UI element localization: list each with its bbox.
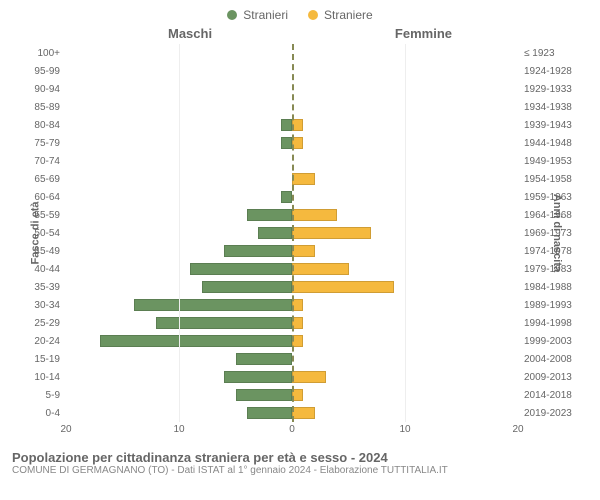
y-tick-birth: 1949-1953 [524, 152, 592, 170]
x-axis-left: 20100 [66, 422, 292, 444]
y-tick-birth: 1994-1998 [524, 314, 592, 332]
y-tick-age: 15-19 [8, 350, 66, 368]
x-axis: 20100 1020 [66, 422, 518, 444]
bar-female [292, 173, 315, 186]
plot-area: Fasce di età Anni di nascita 100+95-9990… [8, 44, 592, 422]
y-tick-birth: 1944-1948 [524, 134, 592, 152]
category-female: Femmine [395, 26, 452, 41]
y-tick-age: 75-79 [8, 134, 66, 152]
x-axis-right: 1020 [292, 422, 518, 444]
bar-male [190, 263, 292, 276]
y-tick-birth: 2004-2008 [524, 350, 592, 368]
y-axis-left-title: Fasce di età [29, 202, 41, 265]
y-tick-age: 95-99 [8, 62, 66, 80]
legend-swatch-female [308, 10, 318, 20]
bar-female [292, 371, 326, 384]
bars-female [292, 44, 518, 422]
bar-male [258, 227, 292, 240]
population-pyramid-chart: Stranieri Straniere Maschi Femmine Fasce… [0, 0, 600, 500]
bar-male [236, 353, 293, 366]
x-tick: 20 [512, 424, 523, 435]
y-tick-age: 30-34 [8, 296, 66, 314]
y-tick-age: 90-94 [8, 80, 66, 98]
y-tick-birth: 2014-2018 [524, 386, 592, 404]
legend-swatch-male [227, 10, 237, 20]
y-tick-birth: 2009-2013 [524, 368, 592, 386]
chart-body [66, 44, 518, 422]
y-tick-birth: 1934-1938 [524, 98, 592, 116]
y-tick-age: 20-24 [8, 332, 66, 350]
x-tick: 10 [399, 424, 410, 435]
gridline [405, 44, 406, 422]
y-tick-age: 80-84 [8, 116, 66, 134]
y-axis-right-title: Anni di nascita [551, 194, 563, 272]
y-tick-birth: 1924-1928 [524, 62, 592, 80]
bar-female [292, 209, 337, 222]
bar-female [292, 227, 371, 240]
y-tick-birth: 1954-1958 [524, 170, 592, 188]
y-tick-birth: 1984-1988 [524, 278, 592, 296]
x-tick: 10 [173, 424, 184, 435]
y-tick-birth: 1989-1993 [524, 296, 592, 314]
bar-female [292, 407, 315, 420]
legend-item-male: Stranieri [227, 8, 288, 22]
y-tick-age: 25-29 [8, 314, 66, 332]
center-axis-line [292, 44, 294, 422]
y-tick-birth: ≤ 1923 [524, 44, 592, 62]
bar-male [134, 299, 292, 312]
y-tick-age: 0-4 [8, 404, 66, 422]
bar-male [281, 191, 292, 204]
y-tick-age: 5-9 [8, 386, 66, 404]
gridline [179, 44, 180, 422]
y-tick-birth: 1999-2003 [524, 332, 592, 350]
bar-female [292, 281, 394, 294]
category-male: Maschi [168, 26, 212, 41]
bar-male [236, 389, 293, 402]
bar-male [202, 281, 292, 294]
bar-male [247, 407, 292, 420]
y-tick-age: 35-39 [8, 278, 66, 296]
bar-male [224, 371, 292, 384]
chart-subtitle: COMUNE DI GERMAGNANO (TO) - Dati ISTAT a… [8, 465, 592, 476]
legend: Stranieri Straniere [8, 8, 592, 22]
bar-female [292, 263, 349, 276]
legend-item-female: Straniere [308, 8, 373, 22]
y-tick-age: 85-89 [8, 98, 66, 116]
bar-male [224, 245, 292, 258]
bar-male [156, 317, 292, 330]
bar-female [292, 245, 315, 258]
y-tick-age: 70-74 [8, 152, 66, 170]
x-tick: 20 [60, 424, 71, 435]
bars-male [66, 44, 292, 422]
y-tick-age: 100+ [8, 44, 66, 62]
legend-label-male: Stranieri [243, 8, 288, 22]
legend-label-female: Straniere [324, 8, 373, 22]
y-tick-age: 65-69 [8, 170, 66, 188]
bar-male [100, 335, 292, 348]
bar-male [281, 137, 292, 150]
y-tick-birth: 1939-1943 [524, 116, 592, 134]
y-tick-birth: 1929-1933 [524, 80, 592, 98]
chart-title: Popolazione per cittadinanza straniera p… [8, 450, 592, 465]
y-tick-birth: 2019-2023 [524, 404, 592, 422]
bar-male [281, 119, 292, 132]
y-tick-age: 10-14 [8, 368, 66, 386]
bar-male [247, 209, 292, 222]
